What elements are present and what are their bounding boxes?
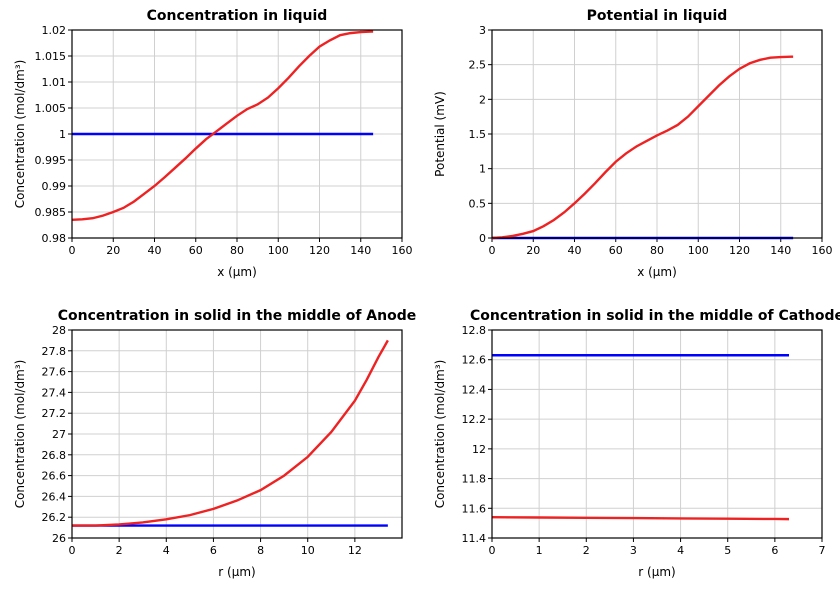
ytick-label: 1 [479, 163, 486, 176]
xtick-label: 80 [650, 244, 664, 257]
xtick-label: 1 [536, 544, 543, 557]
xtick-label: 12 [348, 544, 362, 557]
xtick-label: 40 [148, 244, 162, 257]
xtick-label: 4 [677, 544, 684, 557]
ytick-label: 27.2 [42, 407, 67, 420]
xtick-label: 140 [770, 244, 791, 257]
xtick-label: 3 [630, 544, 637, 557]
ytick-label: 12.8 [462, 324, 487, 337]
xtick-label: 160 [392, 244, 413, 257]
ytick-label: 28 [52, 324, 66, 337]
xtick-label: 0 [69, 244, 76, 257]
ytick-label: 11.8 [462, 473, 487, 486]
y-axis-label: Concentration (mol/dm³) [13, 60, 27, 209]
y-axis-label: Potential (mV) [433, 91, 447, 177]
ytick-label: 0.99 [42, 180, 67, 193]
chart-grid: 0204060801001201401600.980.9850.990.9951… [0, 0, 840, 600]
xtick-label: 60 [609, 244, 623, 257]
y-axis-label: Concentration (mol/dm³) [13, 360, 27, 509]
ytick-label: 12 [472, 443, 486, 456]
xtick-label: 20 [106, 244, 120, 257]
ytick-label: 1.01 [42, 76, 67, 89]
xtick-label: 140 [350, 244, 371, 257]
ytick-label: 1.5 [469, 128, 487, 141]
ytick-label: 26.2 [42, 511, 67, 524]
xtick-label: 5 [724, 544, 731, 557]
xtick-label: 4 [163, 544, 170, 557]
xtick-label: 60 [189, 244, 203, 257]
ytick-label: 26.4 [42, 490, 67, 503]
ytick-label: 2.5 [469, 59, 487, 72]
xtick-label: 0 [69, 544, 76, 557]
chart-title: Concentration in solid in the middle of … [470, 308, 840, 324]
xtick-label: 7 [819, 544, 826, 557]
ytick-label: 27.6 [42, 366, 67, 379]
xtick-label: 6 [771, 544, 778, 557]
ytick-label: 27.4 [42, 386, 67, 399]
xtick-label: 2 [116, 544, 123, 557]
xtick-label: 6 [210, 544, 217, 557]
x-axis-label: x (μm) [217, 265, 257, 279]
x-axis-label: r (μm) [218, 565, 255, 579]
chart-title: Potential in liquid [587, 8, 728, 24]
xtick-label: 100 [688, 244, 709, 257]
ytick-label: 0.995 [35, 154, 67, 167]
panel-potential-liquid: 0 20 40 60 80 100 120 140 160 0 0.5 1 1.5 2 2.5 3 Potent… [420, 0, 840, 300]
panel-conc-anode: 0 2 4 6 8 10 12 26 26.2 26.4 26.6 26.8 27 27.2 27.4 27.… [0, 300, 420, 600]
xtick-label: 100 [268, 244, 289, 257]
ytick-label: 3 [479, 24, 486, 37]
xtick-label: 0 [489, 244, 496, 257]
ytick-label: 27 [52, 428, 66, 441]
xtick-label: 8 [257, 544, 264, 557]
ytick-label: 12.4 [462, 383, 487, 396]
x-axis-label: x (μm) [637, 265, 677, 279]
ytick-label: 0.5 [469, 197, 487, 210]
ytick-label: 11.4 [462, 532, 487, 545]
ytick-label: 0 [479, 232, 486, 245]
xtick-label: 20 [526, 244, 540, 257]
ytick-label: 26 [52, 532, 66, 545]
ytick-label: 0.98 [42, 232, 67, 245]
xtick-label: 0 [489, 544, 496, 557]
ytick-label: 2 [479, 93, 486, 106]
xtick-label: 80 [230, 244, 244, 257]
x-axis-label: r (μm) [638, 565, 675, 579]
panel-conc-cathode: 0123456711.411.611.81212.212.412.612.8Co… [420, 300, 840, 600]
ytick-label: 26.8 [42, 449, 67, 462]
xtick-label: 2 [583, 544, 590, 557]
ytick-label: 1 [59, 128, 66, 141]
ytick-label: 11.6 [462, 502, 487, 515]
xtick-label: 40 [568, 244, 582, 257]
panel-conc-liquid: 0 20 40 60 80 100 120 140 160 0.98 0.985 0.99 0.995 1… [0, 0, 420, 300]
ytick-label: 12.2 [462, 413, 487, 426]
xtick-label: 10 [301, 544, 315, 557]
y-axis-label: Concentration (mol/dm³) [433, 360, 447, 509]
ytick-label: 12.6 [462, 354, 487, 367]
ytick-label: 1.015 [35, 50, 67, 63]
chart-title: Concentration in solid in the middle of … [58, 308, 416, 324]
ytick-label: 1.02 [42, 24, 67, 37]
xtick-label: 160 [812, 244, 833, 257]
ytick-label: 27.8 [42, 345, 67, 358]
ytick-label: 26.6 [42, 470, 67, 483]
ytick-label: 1.005 [35, 102, 67, 115]
xtick-label: 120 [729, 244, 750, 257]
xtick-label: 120 [309, 244, 330, 257]
chart-title: Concentration in liquid [147, 8, 328, 24]
ytick-label: 0.985 [35, 206, 67, 219]
